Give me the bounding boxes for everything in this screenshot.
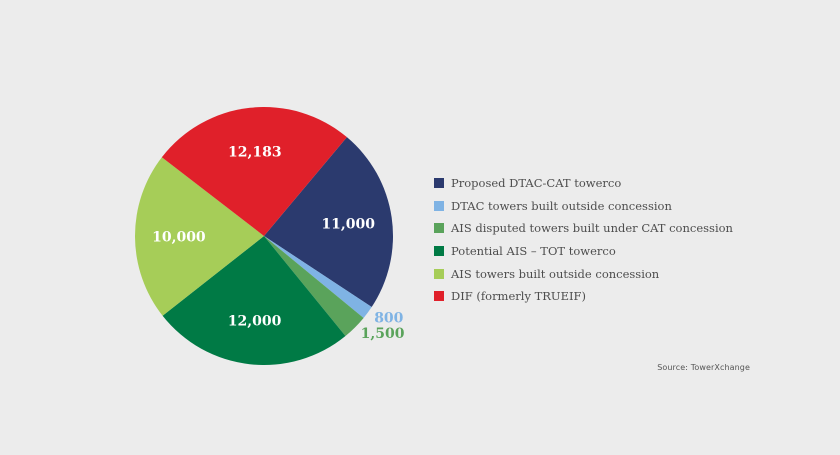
slice-value-label-ais-towers-built-outside-concession: 10,000: [152, 229, 206, 245]
legend-label: DIF (formerly TRUEIF): [451, 289, 587, 304]
legend-label: Potential AIS – TOT towerco: [451, 244, 616, 259]
legend: Proposed DTAC-CAT towerco DTAC towers bu…: [434, 172, 733, 308]
pie-slice-ais-disputed-towers-built-under-cat-concession: [264, 236, 364, 337]
slice-value-label-dtac-towers-built-outside-concession: 800: [374, 310, 403, 326]
legend-label: AIS towers built outside concession: [451, 266, 660, 281]
pie-slice-dif-formerly-trueif: [161, 106, 347, 236]
slice-value-label-dif-formerly-trueif: 12,183: [228, 144, 282, 160]
legend-item-proposed-dtac-cat-towerco: Proposed DTAC-CAT towerco: [434, 172, 733, 195]
legend-item-potential-ais-tot-towerco: Potential AIS – TOT towerco: [434, 240, 733, 263]
legend-label: DTAC towers built outside concession: [451, 198, 672, 213]
legend-swatch: [434, 223, 444, 234]
legend-item-dtac-towers-outside-concession: DTAC towers built outside concession: [434, 195, 733, 218]
pie-slice-proposed-dtac-cat-towerco: [264, 137, 394, 308]
legend-item-dif-formerly-trueif: DIF (formerly TRUEIF): [434, 285, 733, 308]
legend-swatch: [434, 246, 444, 257]
slice-value-label-ais-disputed-towers-built-under-cat-concession: 1,500: [361, 326, 405, 342]
legend-swatch: [434, 291, 444, 302]
legend-item-ais-disputed-towers: AIS disputed towers built under CAT conc…: [434, 217, 733, 240]
legend-swatch: [434, 200, 444, 211]
pie-slice-potential-ais-tot-towerco: [162, 236, 346, 366]
source-note: Source: TowerXchange: [657, 363, 750, 372]
legend-item-ais-towers-outside-concession: AIS towers built outside concession: [434, 262, 733, 285]
slice-value-label-proposed-dtac-cat-towerco: 11,000: [321, 217, 375, 233]
legend-swatch: [434, 178, 444, 189]
legend-label: Proposed DTAC-CAT towerco: [451, 176, 622, 191]
legend-label: AIS disputed towers built under CAT conc…: [451, 221, 733, 236]
pie-slice-ais-towers-built-outside-concession: [134, 157, 264, 316]
legend-swatch: [434, 268, 444, 279]
slice-value-label-potential-ais-tot-towerco: 12,000: [228, 314, 282, 330]
pie-slice-dtac-towers-built-outside-concession: [264, 236, 372, 318]
